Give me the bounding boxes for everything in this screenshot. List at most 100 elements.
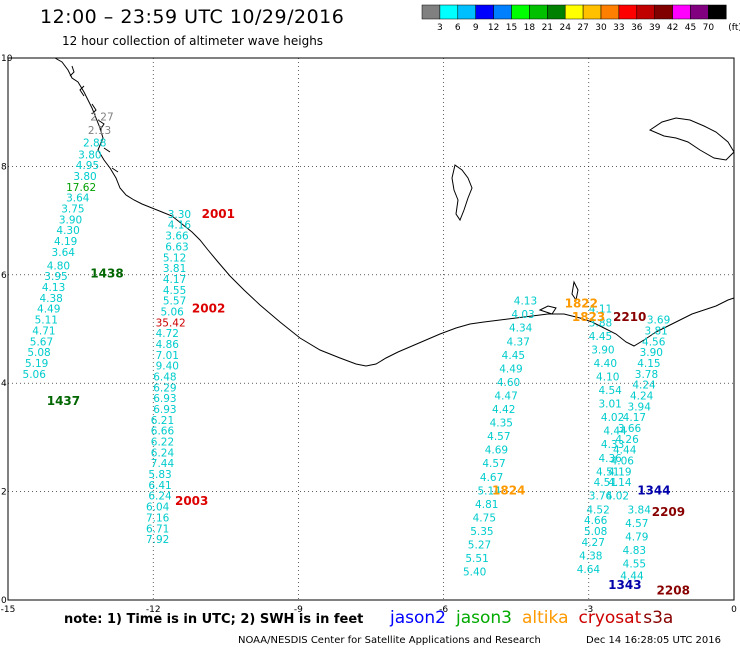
y-tick-label: 0 [1, 596, 7, 606]
pass-time-label: 1343 [608, 578, 641, 592]
swh-label: 5.35 [470, 526, 493, 538]
swh-label: 35.42 [156, 317, 186, 329]
swh-label: 3.88 [589, 317, 612, 329]
color-bar-tick: 27 [577, 23, 588, 33]
color-bar-swatch [529, 4, 548, 20]
swh-label: 4.67 [480, 472, 503, 484]
swh-label: 7.16 [146, 512, 170, 524]
swh-label: 6.48 [153, 371, 176, 383]
color-bar-swatch [690, 4, 709, 20]
legend-jason2: jason2 [390, 608, 446, 628]
x-tick-label: 0 [731, 605, 737, 615]
page-title: 12:00 – 23:59 UTC 10/29/2016 [40, 6, 345, 28]
swh-label: 4.38 [39, 293, 62, 305]
color-bar-swatch [618, 4, 638, 20]
y-tick-label: 6 [1, 271, 7, 281]
color-bar-tick: 70 [703, 23, 715, 33]
swh-label: 4.83 [623, 545, 646, 557]
color-bar-tick: 30 [595, 23, 607, 33]
coastline [54, 57, 735, 367]
swh-label: 5.06 [160, 306, 184, 318]
swh-label: 4.15 [637, 358, 660, 370]
plot-frame [7, 57, 735, 601]
x-tick-label: -9 [294, 605, 303, 615]
pass-time-label: 1824 [492, 483, 525, 497]
swh-label: 3.90 [591, 344, 614, 356]
swh-label: 4.37 [507, 336, 530, 348]
swh-label: 4.69 [485, 445, 508, 457]
swh-label: 3.66 [618, 423, 642, 435]
color-bar-swatch [600, 4, 620, 20]
swh-label: 7.01 [156, 350, 179, 362]
swh-label: 3.66 [165, 231, 189, 243]
swh-label: 4.81 [475, 499, 498, 511]
swh-label: 4.66 [584, 515, 608, 527]
swh-label: 3.84 [628, 504, 652, 516]
swh-label: 5.08 [584, 526, 607, 538]
swh-label: 4.02 [601, 412, 624, 424]
swh-label: 5.51 [465, 553, 488, 565]
swh-label: 3.81 [644, 325, 667, 337]
swh-label: 7.44 [151, 458, 175, 470]
swh-label: 2.27 [90, 111, 113, 123]
legend-s3a: s3a [643, 608, 674, 628]
footer-credit: NOAA/NESDIS Center for Satellite Applica… [238, 635, 541, 646]
swh-label: 4.45 [502, 350, 525, 362]
swh-label: 4.33 [601, 439, 624, 451]
swh-label: 4.03 [511, 309, 534, 321]
color-bar-swatch [564, 4, 584, 20]
axis-labels: -15 -12 -9 -6 -3 0 0 2 4 6 8 10 [1, 54, 737, 615]
swh-label: 4.95 [76, 160, 99, 172]
x-tick-label: -12 [146, 605, 161, 615]
color-bar-tick: 39 [649, 23, 661, 33]
swh-label: 4.51 [596, 466, 619, 478]
color-bar-tick: 45 [685, 23, 696, 33]
color-bar-tick: 36 [631, 23, 643, 33]
color-bar-tick: 3 [437, 23, 443, 33]
swh-label: 4.35 [490, 418, 513, 430]
swh-label: 4.17 [623, 412, 646, 424]
swh-label: 3.64 [52, 247, 76, 259]
swh-label: 3.30 [168, 209, 191, 221]
swh-label: 3.69 [647, 315, 670, 327]
color-bar-swatch [672, 4, 691, 20]
swh-label: 3.01 [598, 399, 621, 411]
swh-label: 2.88 [83, 137, 106, 149]
swh-label: 6.93 [153, 393, 176, 405]
color-bar-swatch [654, 4, 673, 20]
color-bar-swatch [708, 4, 727, 20]
color-bar-swatch [475, 4, 494, 20]
swh-label: 4.14 [608, 477, 632, 489]
swh-label: 4.75 [473, 512, 496, 524]
color-bar-tick: 9 [473, 23, 479, 33]
swh-label: 4.10 [596, 371, 619, 383]
swh-label: 6.04 [146, 502, 170, 514]
color-bar-swatch [582, 4, 602, 20]
swh-label: 4.51 [594, 477, 617, 489]
swh-label: 4.40 [594, 358, 617, 370]
swh-label: 4.49 [499, 363, 522, 375]
swh-label: 4.44 [613, 445, 637, 457]
legend-cryosat: cryosat [578, 608, 642, 628]
color-bar-tick: 18 [524, 23, 536, 33]
color-bar-swatch [511, 4, 530, 20]
pass-time-label: 2002 [192, 302, 225, 316]
note-text: note: 1) Time is in UTC; 2) SWH is in fe… [64, 612, 364, 627]
color-bar-tick: 24 [559, 23, 571, 33]
swh-label: 7.92 [146, 534, 169, 546]
swh-label: 9.40 [156, 361, 179, 373]
color-bar-unit: (ft) [728, 23, 740, 33]
color-bar-tick: 42 [667, 23, 678, 33]
pass-time-label: 2210 [613, 310, 646, 324]
y-tick-label: 2 [1, 488, 7, 498]
color-bar-swatch [421, 4, 441, 20]
swh-label: 4.86 [156, 339, 180, 351]
swh-label: 4.57 [625, 518, 648, 530]
color-bar-swatch [439, 4, 459, 20]
swh-label: 4.72 [156, 328, 179, 340]
swh-label: 2.13 [88, 125, 111, 137]
swh-label: 4.34 [509, 323, 533, 335]
swh-label: 4.17 [163, 274, 186, 286]
swh-label: 4.52 [586, 504, 609, 516]
